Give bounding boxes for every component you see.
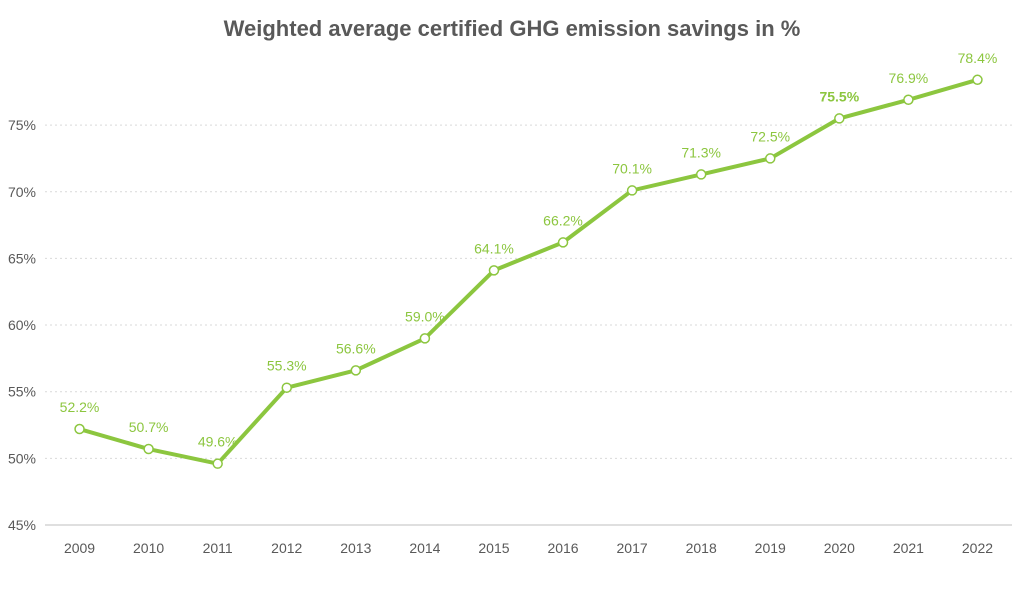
data-point [281,382,292,393]
data-label: 76.9% [889,70,929,86]
data-label: 55.3% [267,358,307,374]
y-tick-label: 65% [8,250,36,266]
series-line [77,77,980,466]
data-label: 49.6% [198,434,238,450]
x-tick-label: 2020 [824,540,855,556]
data-point [972,74,983,86]
data-label: 50.7% [129,419,169,435]
data-point [350,365,362,376]
y-tick-label: 45% [8,517,36,533]
data-label: 78.4% [958,50,998,66]
x-tick-label: 2009 [64,540,95,556]
data-label: 59.0% [405,308,445,324]
data-label: 64.1% [474,240,514,256]
data-point [903,94,914,106]
data-point [212,458,223,469]
x-tick-label: 2015 [478,540,509,556]
x-tick-label: 2021 [893,540,924,556]
data-label: 75.5% [819,88,859,104]
x-tick-label: 2010 [133,540,164,556]
x-tick-label: 2011 [203,540,233,556]
y-tick-label: 50% [8,450,36,466]
y-tick-label: 55% [8,384,36,400]
x-tick-label: 2014 [409,540,440,556]
data-point [695,169,707,180]
y-tick-label: 75% [8,117,36,133]
x-tick-label: 2022 [962,540,993,556]
y-tick-label: 60% [8,317,36,333]
data-point [834,113,845,124]
x-tick-label: 2018 [686,540,717,556]
data-label: 72.5% [750,128,790,144]
data-point [765,153,776,164]
data-label: 66.2% [543,212,583,228]
data-label: 52.2% [60,399,100,415]
data-point [557,237,569,248]
data-point [74,423,85,435]
x-tick-label: 2019 [755,540,786,556]
y-tick-label: 70% [8,184,36,200]
x-tick-label: 2017 [617,540,648,556]
x-tick-label: 2013 [340,540,371,556]
data-point [143,443,154,455]
data-point [488,265,500,276]
data-label: 56.6% [336,340,376,356]
data-label: 71.3% [681,144,721,160]
x-tick-label: 2012 [271,540,302,556]
x-tick-label: 2016 [547,540,578,556]
data-point [419,333,431,344]
data-label: 70.1% [612,160,652,176]
data-point [626,185,638,196]
chart-title: Weighted average certified GHG emission … [223,16,801,41]
